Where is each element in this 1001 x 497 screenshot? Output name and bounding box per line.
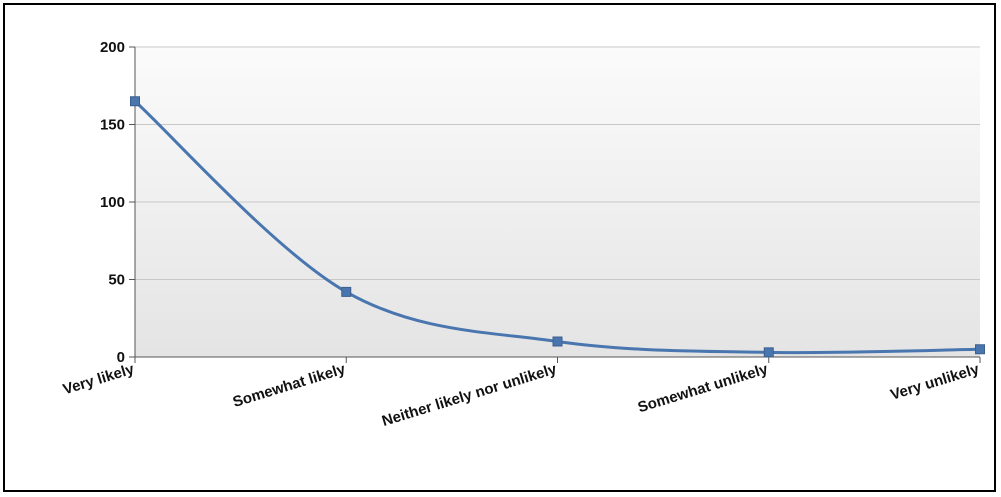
data-point-marker[interactable] — [975, 344, 985, 355]
x-category-label: Neither likely nor unlikely — [380, 360, 559, 430]
y-tick-label: 0 — [117, 349, 125, 366]
x-category-label: Somewhat likely — [231, 360, 348, 411]
x-category-label: Very likely — [61, 360, 137, 398]
y-tick-label: 100 — [100, 194, 125, 211]
y-tick-label: 150 — [100, 117, 125, 134]
y-tick-label: 200 — [100, 39, 125, 56]
x-axis-ticks: Very likely Somewhat likely Neither likely… — [61, 357, 982, 430]
series-layer — [130, 96, 985, 358]
data-point-marker[interactable] — [763, 347, 774, 358]
data-point-marker[interactable] — [552, 336, 563, 347]
chart-frame: 0 50 100 150 200 Very likely Somewhat likely N… — [3, 3, 996, 492]
x-category-label: Very unlikely — [888, 360, 981, 403]
y-axis-ticks: 0 50 100 150 200 — [100, 39, 135, 366]
data-point-marker[interactable] — [130, 96, 140, 107]
line-chart: 0 50 100 150 200 Very likely Somewhat likely N… — [61, 39, 985, 430]
data-point-marker[interactable] — [341, 286, 352, 297]
y-tick-label: 50 — [108, 272, 125, 289]
gridlines — [135, 46, 980, 280]
x-category-label: Somewhat unlikely — [636, 360, 771, 416]
